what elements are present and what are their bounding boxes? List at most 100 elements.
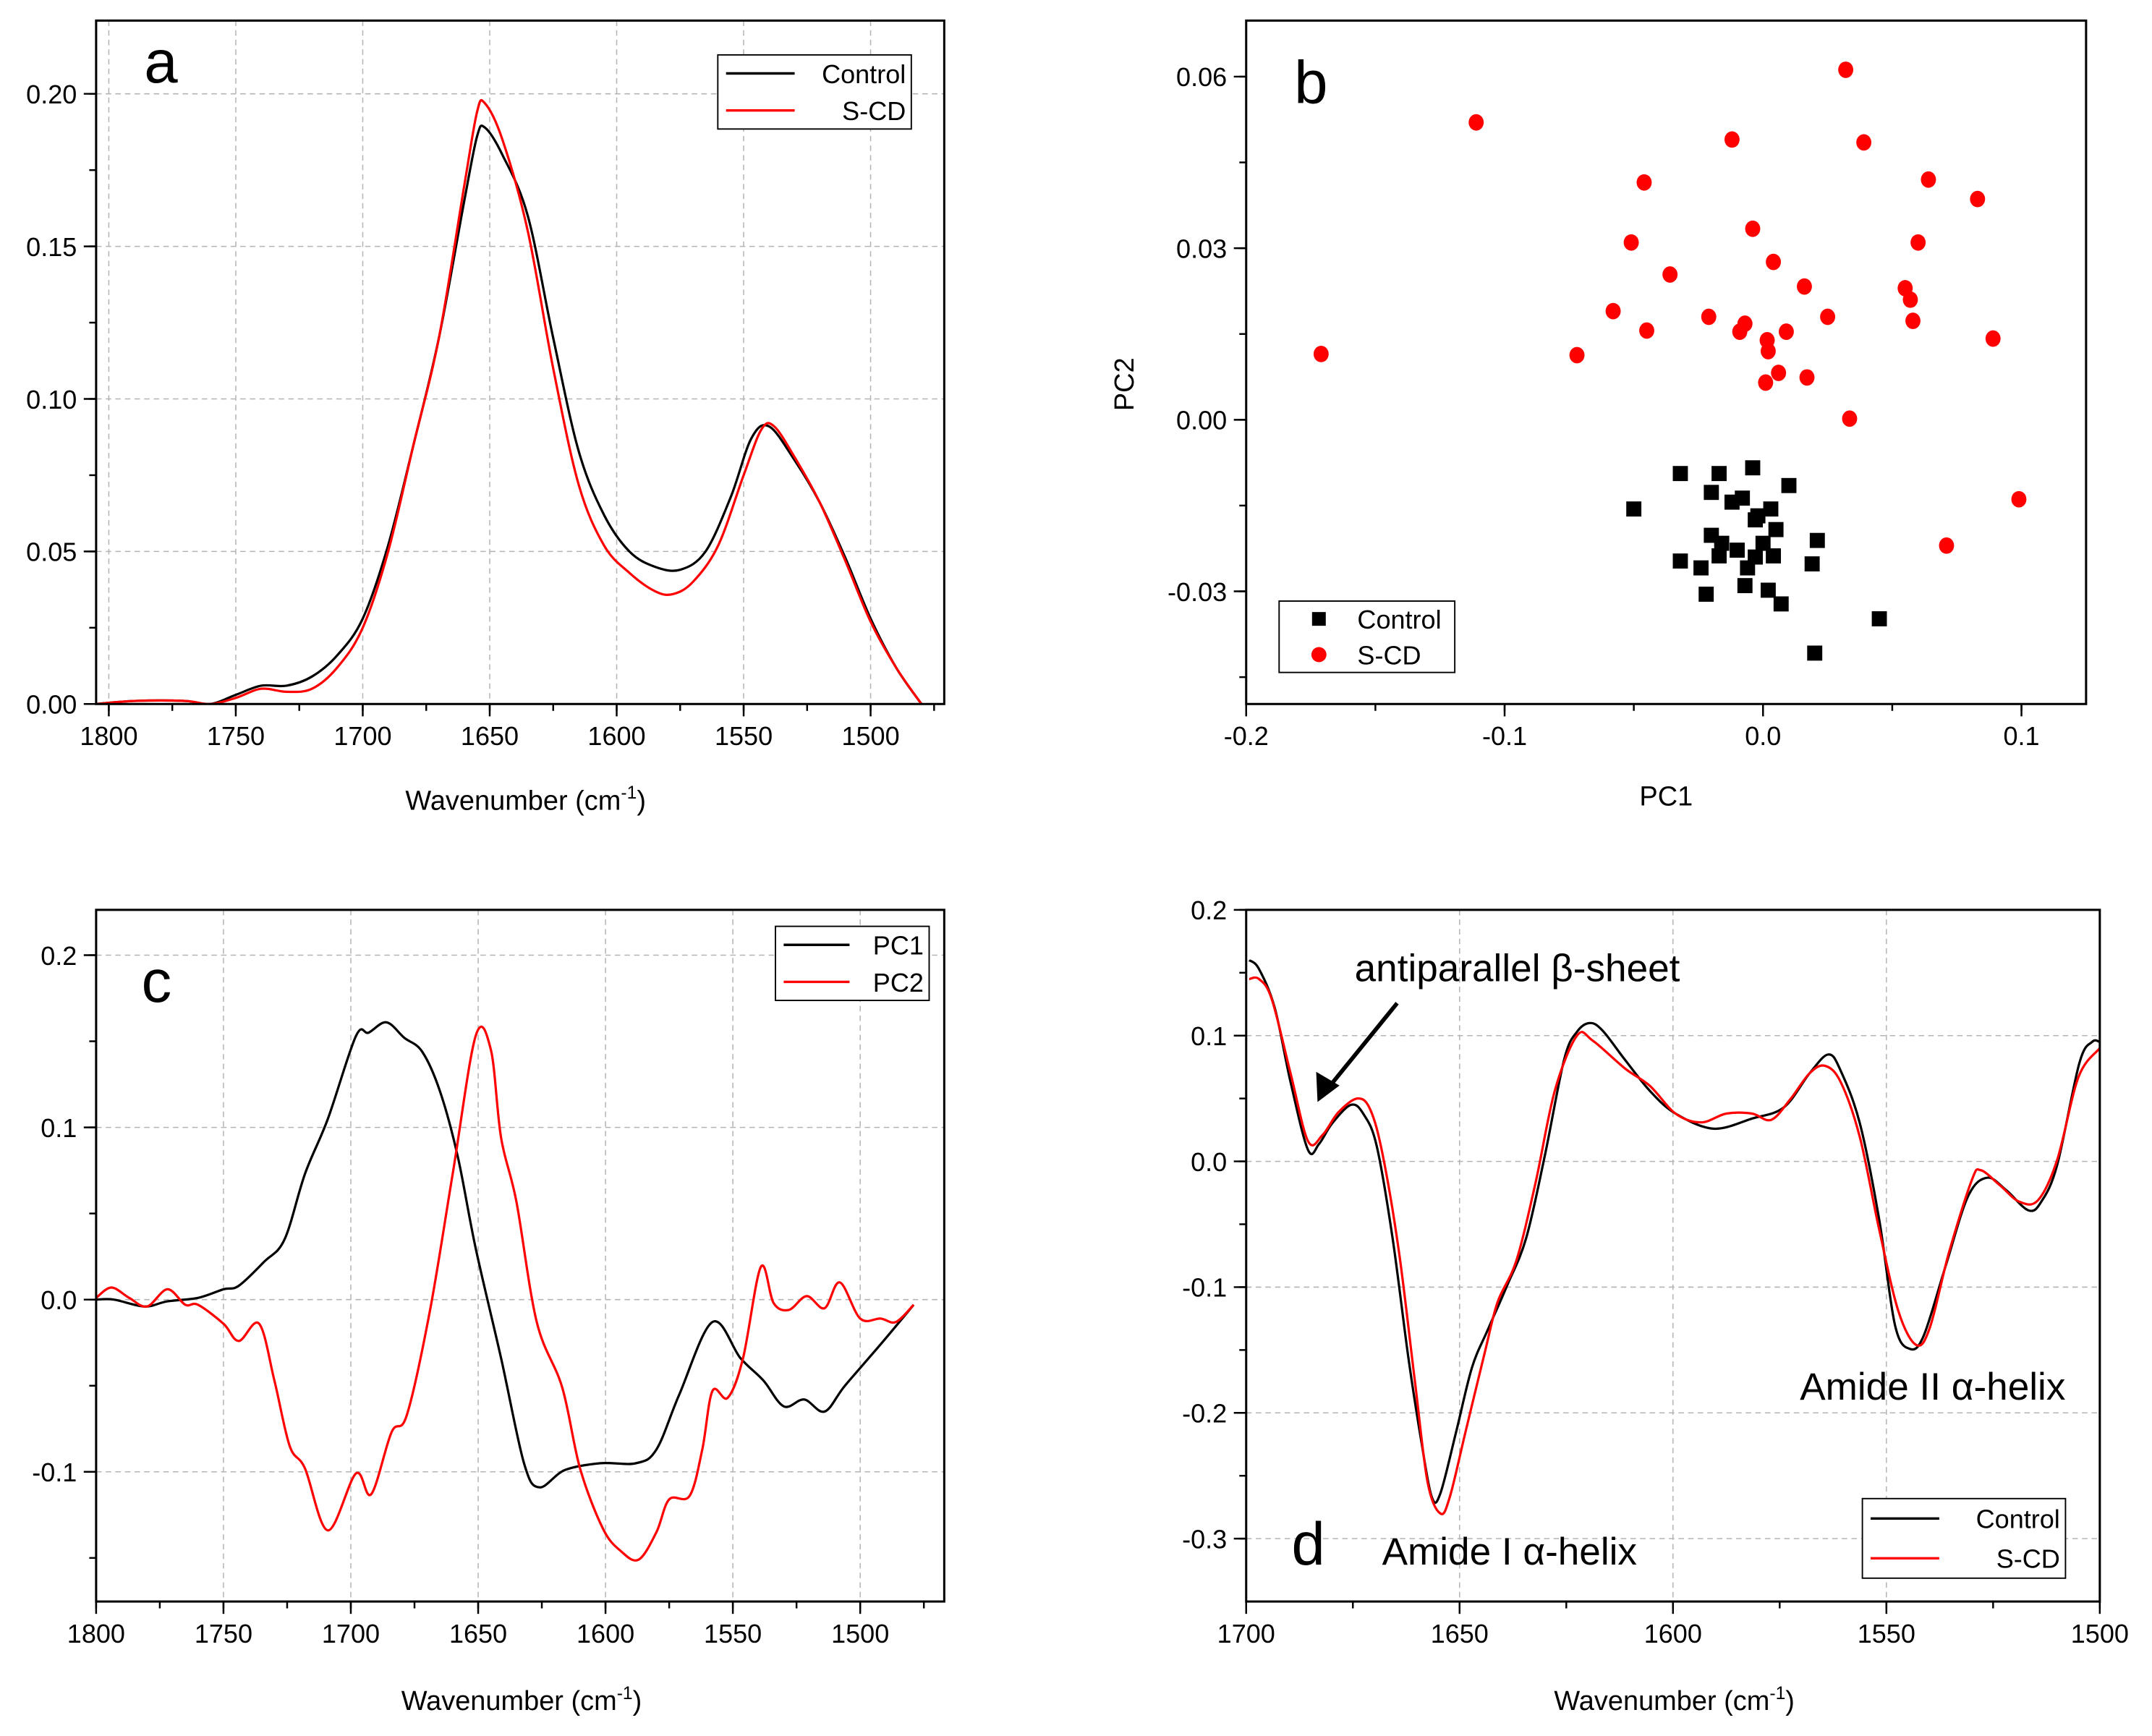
x-axis-title-end: ) <box>637 786 646 816</box>
data-point-circle <box>1745 220 1761 237</box>
x-tick-label: 1650 <box>461 721 519 751</box>
series-line-control <box>95 124 923 705</box>
x-axis-title: PC1 <box>1639 782 1693 812</box>
data-point-square <box>1809 532 1825 548</box>
legend-marker-square <box>1311 612 1326 626</box>
plot-frame <box>1245 909 2101 1603</box>
legend: Control S-CD <box>717 54 912 130</box>
data-point-square <box>1711 466 1727 482</box>
y-tick-label: 0.05 <box>26 537 77 567</box>
data-point-square <box>1768 522 1784 537</box>
data-point-square <box>1748 512 1764 528</box>
series-line-s-cd <box>1249 976 2100 1515</box>
x-axis-title-sup: -1 <box>617 1684 633 1703</box>
legend-box <box>1278 600 1456 673</box>
data-point-circle <box>1313 346 1329 362</box>
panel-a: 1800 1750 1700 1650 1600 1550 1500 0.00 0.05 0.10… <box>26 19 945 816</box>
data-point-circle <box>1939 537 1955 554</box>
data-point-circle <box>1636 174 1652 191</box>
y-tick-label: 0.1 <box>41 1113 77 1143</box>
x-tick-label: 1650 <box>449 1619 507 1648</box>
x-tick-label: 1500 <box>2071 1619 2129 1648</box>
data-point-square <box>1672 466 1688 482</box>
series-line-s-cd <box>95 98 923 705</box>
data-point-circle <box>1701 308 1717 326</box>
data-point-square <box>1781 477 1797 493</box>
data-point-square <box>1704 485 1719 501</box>
y-tick-label: 0.00 <box>1176 406 1227 435</box>
panel-letter: b <box>1294 48 1327 116</box>
annotation-arrow-head-icon <box>1316 1071 1340 1102</box>
legend-label: S-CD <box>842 96 906 126</box>
legend-label: S-CD <box>1357 640 1421 670</box>
data-point-circle <box>1838 61 1854 78</box>
y-tick-label: 0.20 <box>26 80 77 109</box>
x-tick-label: 1700 <box>333 721 391 751</box>
legend-label: Control <box>822 59 906 89</box>
x-tick-label: 1600 <box>587 721 645 751</box>
data-point-circle <box>1468 114 1484 131</box>
y-axis-title: PC2 <box>1110 357 1140 411</box>
data-point-circle <box>1820 308 1836 326</box>
data-point-square <box>1807 645 1823 661</box>
y-tick-label: -0.1 <box>32 1458 77 1487</box>
data-point-square <box>1745 460 1761 476</box>
x-axis-title-end: ) <box>633 1686 642 1716</box>
annotation-label: Amide I α-helix <box>1382 1531 1637 1573</box>
data-point-circle <box>1605 302 1621 320</box>
data-point-circle <box>1766 253 1782 271</box>
legend-marker-circle <box>1311 647 1327 663</box>
data-point-circle <box>1797 278 1812 295</box>
data-point-square <box>1698 587 1714 602</box>
x-tick-label: 1700 <box>322 1619 380 1648</box>
x-tick-label: 1500 <box>841 721 899 751</box>
y-tick-label: -0.1 <box>1182 1273 1227 1303</box>
x-axis-title-text: PC1 <box>1639 782 1693 812</box>
data-point-circle <box>1799 369 1815 386</box>
y-tick-label: 0.0 <box>41 1285 77 1315</box>
series-line-pc2 <box>95 1025 915 1562</box>
x-axis-title-text: Wavenumber (cm <box>1554 1686 1769 1716</box>
data-point-square <box>1672 553 1688 569</box>
data-point-square <box>1693 560 1709 576</box>
x-tick-label: 1550 <box>1858 1619 1915 1648</box>
x-axis-title-end: ) <box>1785 1686 1795 1716</box>
x-tick-label: 1700 <box>1217 1619 1275 1648</box>
x-tick-label: 0.1 <box>2004 721 2040 751</box>
x-tick-label: -0.2 <box>1224 721 1269 751</box>
y-tick-label: 0.2 <box>41 941 77 971</box>
data-point-circle <box>1910 234 1926 251</box>
legend-box <box>775 925 930 1002</box>
data-point-circle <box>1771 365 1787 381</box>
y-tick-label: -0.03 <box>1168 577 1227 607</box>
data-point-circle <box>1921 171 1936 188</box>
data-point-square <box>1755 535 1771 551</box>
series-line-pc1 <box>95 1021 915 1489</box>
data-point-square <box>1740 560 1756 576</box>
annotation-label: antiparallel β-sheet <box>1355 948 1680 990</box>
panel-b: -0.2 -0.1 0.0 0.1 -0.03 0.00 0.03 0.06 b Control S… <box>1110 19 2088 812</box>
plot-frame <box>95 19 945 705</box>
data-point-circle <box>1902 291 1918 308</box>
panel-c: 1800 1750 1700 1650 1600 1550 1500 -0.1 0.0 0.1 0.… <box>32 909 945 1716</box>
data-point-circle <box>1758 374 1774 391</box>
y-tick-label: 0.1 <box>1191 1021 1227 1051</box>
panel-letter: a <box>144 27 178 95</box>
data-point-square <box>1773 596 1789 612</box>
data-point-square <box>1730 542 1745 558</box>
annotation-arrow-shaft <box>1324 1002 1399 1093</box>
x-tick-label: 1800 <box>80 721 137 751</box>
data-point-circle <box>1732 323 1748 340</box>
y-tick-label: 0.2 <box>1191 895 1227 925</box>
legend-label: S-CD <box>1996 1544 2060 1574</box>
x-axis-title-sup: -1 <box>1769 1684 1785 1703</box>
x-tick-label: 1500 <box>831 1619 889 1648</box>
data-point-circle <box>1970 190 1986 208</box>
x-tick-label: 1600 <box>577 1619 634 1648</box>
x-axis-title-text: Wavenumber (cm <box>401 1686 617 1716</box>
y-tick-label: 0.10 <box>26 385 77 414</box>
x-tick-label: 1550 <box>704 1619 762 1648</box>
plot-frame <box>95 909 945 1603</box>
